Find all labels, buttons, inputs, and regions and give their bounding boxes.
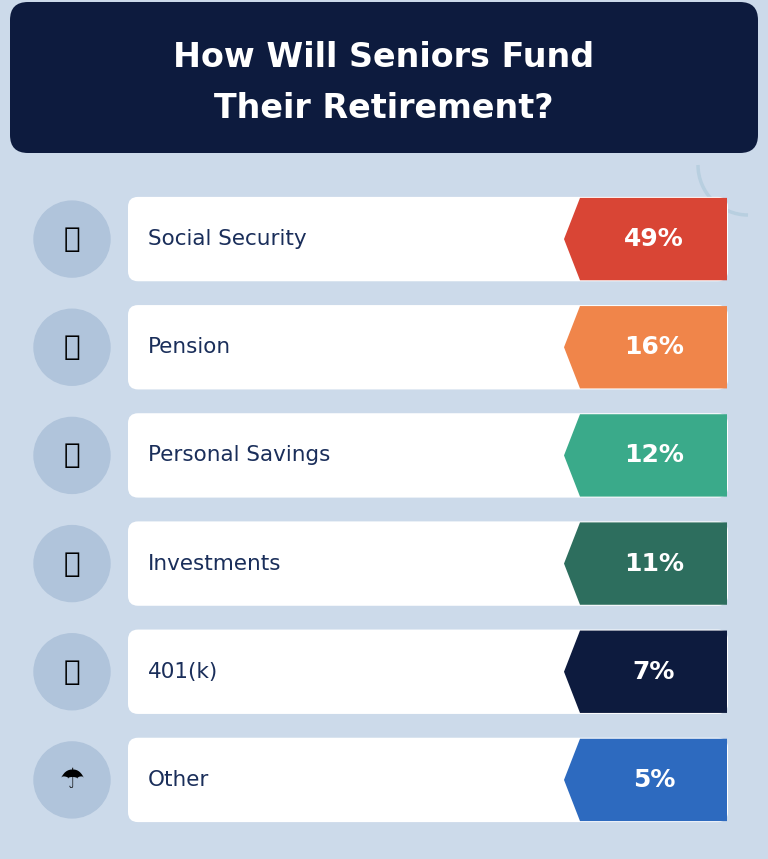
Polygon shape (564, 522, 727, 605)
Text: How Will Seniors Fund: How Will Seniors Fund (174, 41, 594, 74)
Text: 16%: 16% (624, 335, 684, 359)
FancyBboxPatch shape (128, 305, 728, 389)
Circle shape (34, 526, 110, 601)
Text: 🐷: 🐷 (64, 658, 81, 685)
Text: 🌱: 🌱 (64, 550, 81, 577)
Text: Other: Other (148, 770, 210, 790)
FancyBboxPatch shape (128, 521, 728, 606)
Polygon shape (564, 306, 727, 388)
Polygon shape (564, 414, 727, 497)
Text: 💵: 💵 (64, 442, 81, 469)
Polygon shape (564, 631, 727, 713)
FancyBboxPatch shape (10, 2, 758, 153)
Text: 💰: 💰 (64, 333, 81, 362)
Circle shape (34, 634, 110, 710)
Text: Social Security: Social Security (148, 229, 306, 249)
Text: 💳: 💳 (64, 225, 81, 253)
Text: Investments: Investments (148, 553, 282, 574)
Circle shape (34, 742, 110, 818)
Text: 11%: 11% (624, 551, 684, 576)
Polygon shape (564, 739, 727, 821)
Text: 5%: 5% (633, 768, 675, 792)
Circle shape (34, 417, 110, 493)
Circle shape (34, 309, 110, 385)
Text: Their Retirement?: Their Retirement? (214, 92, 554, 125)
Text: Pension: Pension (148, 338, 231, 357)
Polygon shape (564, 198, 727, 280)
Circle shape (34, 201, 110, 277)
FancyBboxPatch shape (128, 738, 728, 822)
Text: Personal Savings: Personal Savings (148, 446, 330, 466)
Text: 12%: 12% (624, 443, 684, 467)
FancyBboxPatch shape (128, 413, 728, 497)
FancyBboxPatch shape (128, 197, 728, 281)
Text: 49%: 49% (624, 227, 684, 251)
Text: 401(k): 401(k) (148, 661, 218, 682)
Text: 7%: 7% (633, 660, 675, 684)
FancyBboxPatch shape (128, 630, 728, 714)
Text: ☂: ☂ (60, 766, 84, 794)
